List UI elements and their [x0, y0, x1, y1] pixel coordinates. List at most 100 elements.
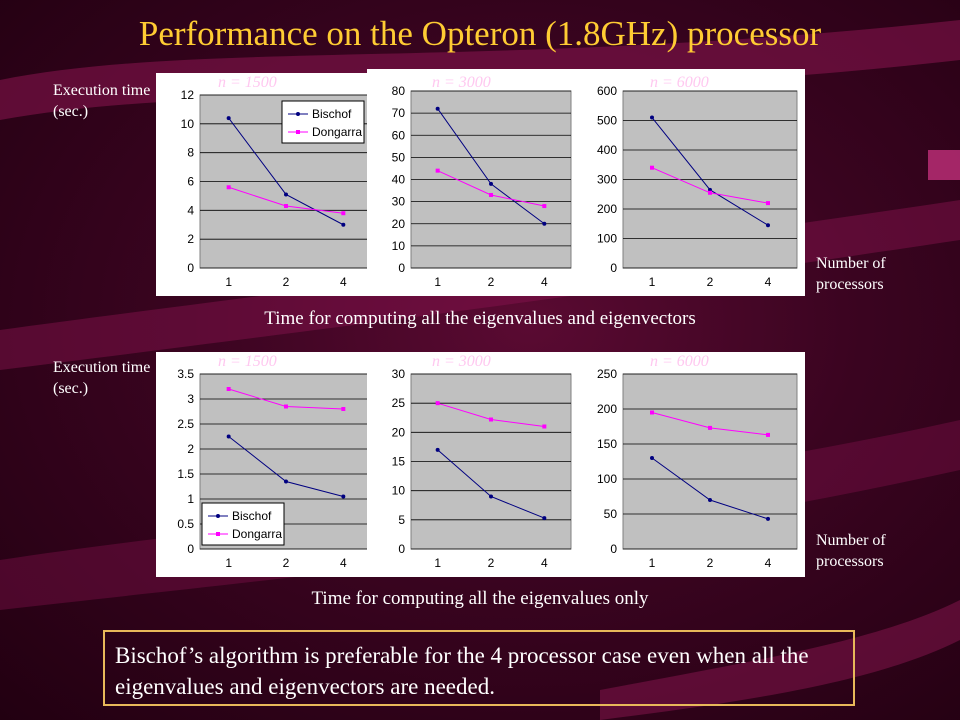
y-tick-label: 1.5 [177, 467, 194, 481]
conclusion-note: Bischof’s algorithm is preferable for th… [103, 630, 855, 706]
x-tick-label: 2 [488, 556, 495, 570]
y-axis-label-bottom: Execution time (sec.) [53, 359, 151, 397]
data-point-dongarra [650, 165, 654, 170]
y-tick-label: 0 [610, 542, 617, 556]
y-tick-label: 2 [187, 232, 194, 246]
y-tick-label: 0 [610, 261, 617, 275]
chart-top-n3000: 0 10 20 30 40 50 60 70 80 1 2 4 [392, 84, 572, 289]
legend-marker-bischof [296, 112, 300, 116]
data-point-dongarra [341, 407, 346, 411]
legend-label-dongarra: Dongarra [232, 527, 282, 541]
chart-bottom-n6000: 0 50 100 150 200 250 1 2 4 [597, 367, 798, 570]
y-tick-label: 10 [181, 117, 195, 131]
caption-eigenvalues-only: Time for computing all the eigenvalues o… [311, 588, 649, 609]
y-tick-label: 15 [392, 455, 406, 469]
y-tick-label: 250 [597, 367, 617, 381]
y-tick-label: 600 [597, 84, 617, 98]
y-tick-label: 50 [392, 150, 406, 164]
chart-panel-bottom-n3000: 0 5 10 15 20 25 30 1 2 4 [367, 352, 579, 577]
data-point-bischof [435, 447, 440, 452]
x-tick-label: 2 [707, 275, 714, 289]
y-tick-label: 8 [187, 146, 194, 160]
x-tick-label: 1 [434, 556, 441, 570]
data-point-bischof [766, 223, 770, 228]
chart-panel-bottom-n1500: 0 0.5 1 1.5 2 2.5 3 3.5 1 2 4 Bischof Dongarra [156, 352, 380, 577]
y-tick-label: 30 [392, 367, 406, 381]
data-point-dongarra [708, 190, 712, 195]
data-point-bischof [341, 494, 346, 499]
data-point-bischof [542, 221, 547, 226]
x-tick-label: 2 [283, 556, 290, 570]
x-tick-label: 1 [434, 275, 441, 289]
y-tick-label: 12 [181, 88, 195, 102]
legend-label-bischof: Bischof [232, 509, 272, 523]
y-tick-label: 5 [398, 513, 405, 527]
chart-title-top-n6000: n = 6000 [650, 74, 709, 91]
y-tick-label: 4 [187, 203, 194, 217]
y-tick-label: 30 [392, 195, 406, 209]
y-tick-label: 80 [392, 84, 406, 98]
y-tick-label: 200 [597, 402, 617, 416]
data-point-dongarra [650, 410, 654, 415]
data-point-dongarra [489, 417, 493, 422]
x-tick-label: 4 [541, 275, 548, 289]
y-tick-label: 20 [392, 425, 406, 439]
chart-title-bottom-n3000: n = 3000 [432, 353, 491, 370]
y-tick-label: 20 [392, 217, 406, 231]
data-point-dongarra [435, 401, 440, 406]
y-tick-label: 100 [597, 472, 617, 486]
data-point-bischof [226, 116, 231, 121]
chart-panel-top-n3000: 0 10 20 30 40 50 60 70 80 1 2 4 [367, 69, 579, 296]
y-tick-label: 3.5 [177, 367, 194, 381]
data-point-bischof [542, 516, 547, 521]
y-tick-label: 0 [398, 261, 405, 275]
y-tick-label: 200 [597, 202, 617, 216]
data-point-bischof [708, 498, 712, 502]
data-point-dongarra [226, 185, 231, 190]
y-tick-label: 1 [187, 492, 194, 506]
data-point-bischof [489, 181, 493, 186]
data-point-bischof [341, 222, 346, 227]
data-point-dongarra [226, 387, 231, 391]
chart-title-bottom-n6000: n = 6000 [650, 353, 709, 370]
y-tick-label: 0 [187, 261, 194, 275]
y-axis-label-top: Execution time (sec.) [53, 82, 151, 120]
data-point-dongarra [542, 204, 547, 209]
data-point-bischof [226, 434, 231, 439]
y-tick-label: 70 [392, 106, 406, 120]
y-tick-label: 50 [604, 507, 618, 521]
y-tick-label: 3 [187, 392, 194, 406]
y-tick-label: 25 [392, 396, 406, 410]
data-point-dongarra [542, 424, 547, 429]
chart-top-n6000: 0 100 200 300 400 500 600 1 2 4 [597, 84, 798, 289]
x-tick-label: 1 [225, 556, 232, 570]
y-tick-label: 40 [392, 173, 406, 187]
caption-eigenvalues-and-eigenvectors: Time for computing all the eigenvalues a… [264, 308, 696, 329]
x-tick-label: 4 [541, 556, 548, 570]
x-tick-label: 4 [340, 556, 347, 570]
data-point-bischof [650, 456, 654, 460]
x-axis-label-top: Number of processors [816, 255, 886, 293]
x-tick-label: 1 [649, 556, 656, 570]
data-point-bischof [435, 106, 440, 111]
chart-title-top-n1500: n = 1500 [218, 74, 277, 91]
y-tick-label: 10 [392, 484, 406, 498]
x-tick-label: 4 [765, 556, 772, 570]
chart-panel-top-n1500: 0 2 4 6 8 10 12 1 2 4 Bischof Dongarra [156, 73, 380, 296]
data-point-bischof [284, 192, 288, 197]
data-point-bischof [489, 494, 493, 499]
x-tick-label: 2 [488, 275, 495, 289]
y-tick-label: 2.5 [177, 417, 194, 431]
x-tick-label: 1 [649, 275, 656, 289]
slide-title: Performance on the Opteron (1.8GHz) proc… [138, 14, 822, 53]
y-tick-label: 60 [392, 128, 406, 142]
chart-title-top-n3000: n = 3000 [432, 74, 491, 91]
chart-panel-bottom-n6000: 0 50 100 150 200 250 1 2 4 [579, 352, 805, 577]
chart-bottom-n3000: 0 5 10 15 20 25 30 1 2 4 [392, 367, 572, 570]
y-tick-label: 300 [597, 173, 617, 187]
plot-area [622, 373, 798, 550]
legend-label-bischof: Bischof [312, 107, 352, 121]
y-tick-label: 0.5 [177, 517, 194, 531]
data-point-dongarra [341, 211, 346, 216]
legend-marker-dongarra [296, 130, 300, 134]
